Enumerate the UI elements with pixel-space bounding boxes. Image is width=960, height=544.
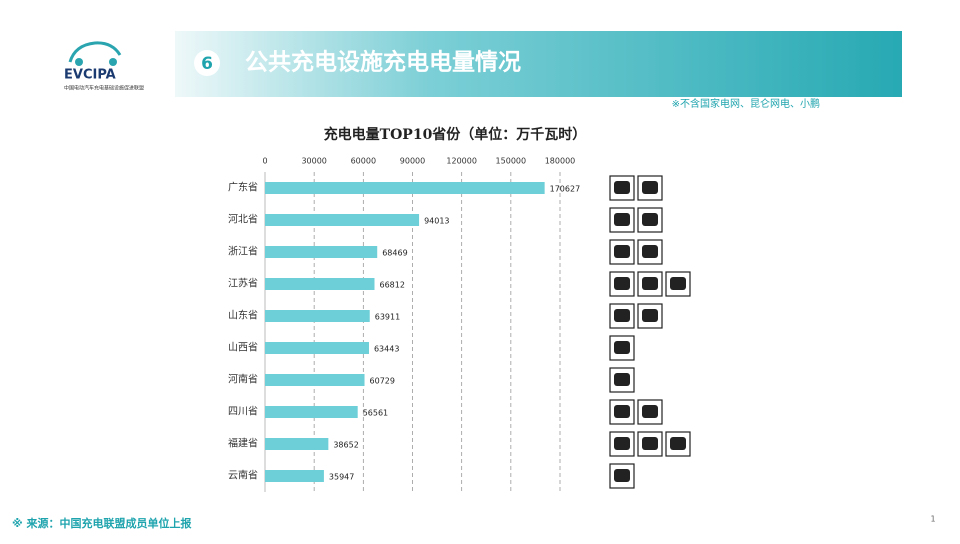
slide-title: 公共充电设施充电电量情况 [245, 49, 521, 76]
vehicle-icon-body [614, 373, 630, 386]
vehicle-icon-body [614, 277, 630, 290]
value-label: 63911 [375, 313, 400, 322]
logo: EVCIPA 中国电动汽车充电基础设施促进联盟 [64, 41, 144, 92]
vehicle-icon-body [614, 437, 630, 450]
section-number: 6 [201, 54, 213, 74]
vehicle-icon-body [670, 437, 686, 450]
vehicle-icon-body [642, 309, 658, 322]
logo-subtitle: 中国电动汽车充电基础设施促进联盟 [64, 85, 144, 92]
bar [265, 278, 375, 290]
x-tick-label: 150000 [496, 157, 527, 166]
value-label: 66812 [379, 281, 404, 290]
chart-title: 充电电量TOP10省份（单位：万千瓦时） [324, 126, 587, 143]
value-label: 68469 [382, 249, 407, 258]
logo-wheel [75, 58, 83, 66]
value-label: 38652 [333, 441, 358, 450]
vehicle-icon-body [670, 277, 686, 290]
bar [265, 438, 329, 450]
value-label: 94013 [424, 217, 449, 226]
value-label: 35947 [329, 473, 354, 482]
vehicle-icon-body [614, 469, 630, 482]
y-tick-label: 山东省 [228, 309, 258, 322]
vehicle-icon-body [642, 245, 658, 258]
bar [265, 214, 420, 226]
header-banner [175, 31, 902, 97]
y-tick-label: 广东省 [228, 181, 258, 194]
value-label: 170627 [550, 185, 581, 194]
x-tick-label: 120000 [446, 157, 477, 166]
number-badge [194, 50, 220, 76]
bar [265, 310, 370, 322]
bar [265, 374, 365, 386]
vehicle-icon-body [642, 437, 658, 450]
vehicle-icon-body [614, 181, 630, 194]
bar [265, 470, 324, 482]
bar [265, 182, 545, 194]
vehicle-icon-body [614, 309, 630, 322]
vehicle-icon-body [642, 405, 658, 418]
vehicle-icon-body [642, 213, 658, 226]
vehicle-icon-body [614, 341, 630, 354]
note: ※不含国家电网、昆仑网电、小鹏 [672, 97, 820, 110]
page-number: 1 [930, 515, 935, 524]
vehicle-icon-body [642, 277, 658, 290]
value-label: 60729 [370, 377, 395, 386]
value-label: 63443 [374, 345, 399, 354]
y-tick-label: 福建省 [228, 437, 258, 450]
y-tick-label: 河南省 [228, 373, 258, 386]
logo-text: EVCIPA [64, 68, 116, 83]
bar [265, 406, 358, 418]
logo-arc [68, 41, 122, 63]
source: ※ 来源：中国充电联盟成员单位上报 [12, 516, 193, 530]
vehicle-icon-body [614, 245, 630, 258]
x-tick-label: 180000 [545, 157, 576, 166]
bar [265, 342, 369, 354]
logo-wheel [109, 58, 117, 66]
bar [265, 246, 378, 258]
y-tick-label: 浙江省 [228, 245, 258, 258]
y-tick-label: 江苏省 [228, 277, 258, 290]
x-tick-label: 0 [262, 157, 267, 166]
y-tick-label: 河北省 [228, 213, 258, 226]
value-label: 56561 [363, 409, 388, 418]
vehicle-icon-body [642, 181, 658, 194]
x-tick-label: 60000 [351, 157, 376, 166]
x-tick-label: 30000 [301, 157, 326, 166]
x-tick-label: 90000 [400, 157, 425, 166]
vehicle-icon-body [614, 405, 630, 418]
y-tick-label: 四川省 [228, 405, 258, 418]
vehicle-icon-body [614, 213, 630, 226]
y-tick-label: 山西省 [228, 341, 258, 354]
y-tick-label: 云南省 [228, 469, 258, 482]
